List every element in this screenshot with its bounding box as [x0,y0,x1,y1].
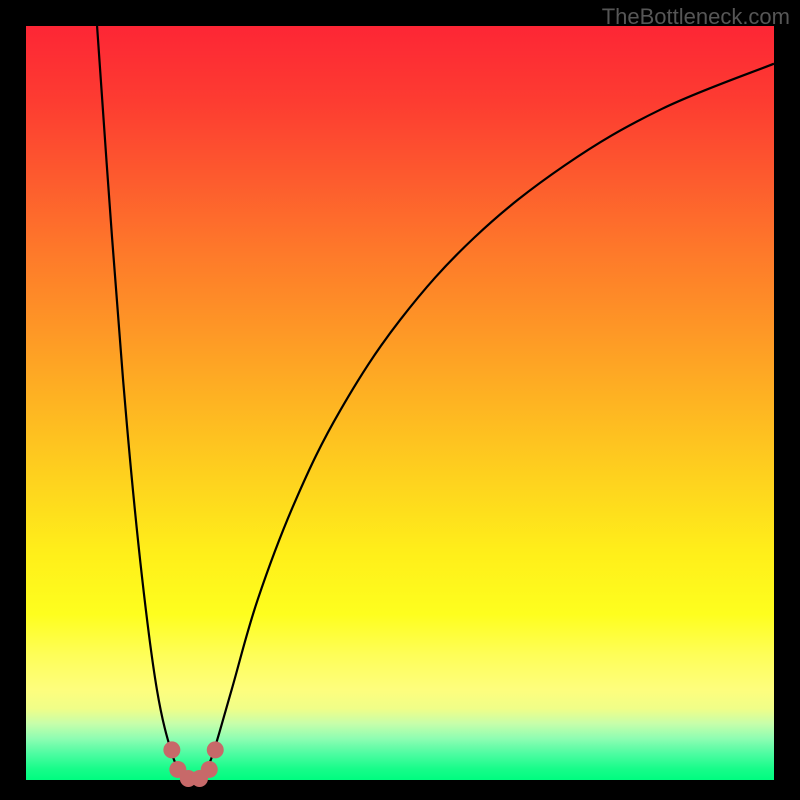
bottleneck-chart [0,0,800,800]
data-marker [207,741,224,758]
watermark-label: TheBottleneck.com [602,4,790,30]
data-marker [163,741,180,758]
chart-container: TheBottleneck.com [0,0,800,800]
data-marker [201,761,218,778]
plot-background [26,26,774,780]
